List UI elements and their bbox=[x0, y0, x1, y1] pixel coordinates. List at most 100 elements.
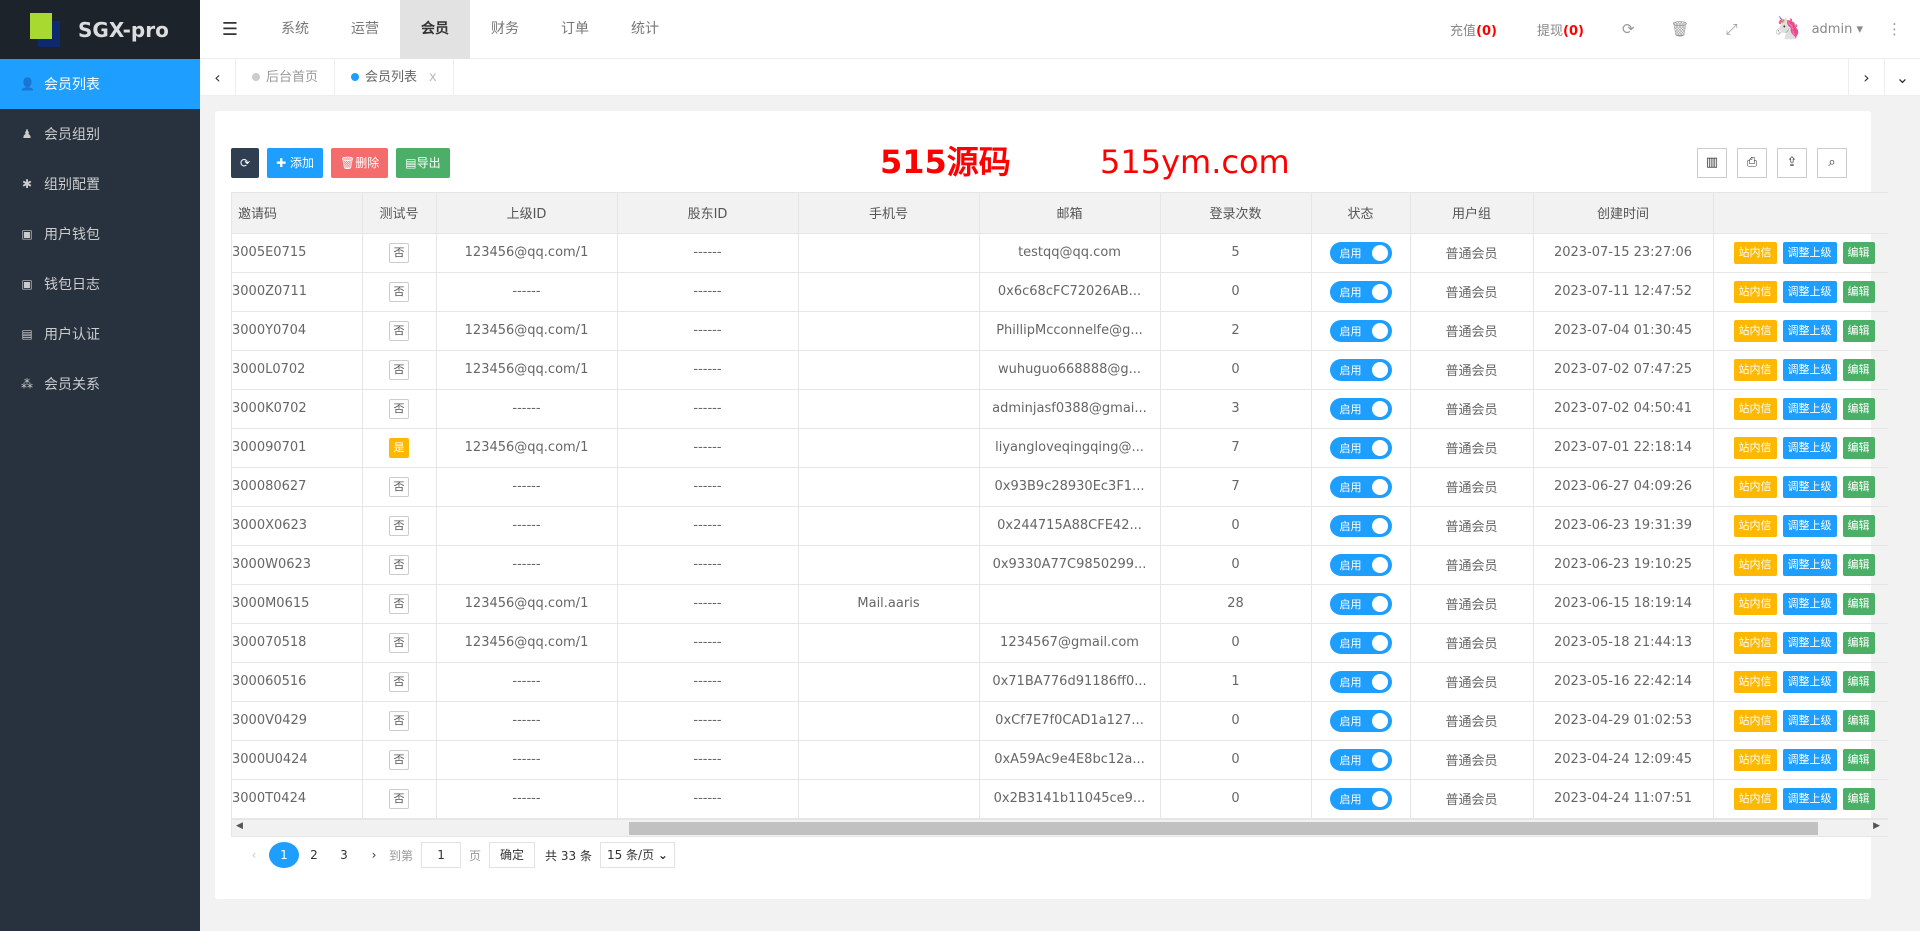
status-toggle[interactable]: 启用 bbox=[1329, 358, 1392, 381]
action-button-2[interactable]: 编辑 bbox=[1842, 319, 1875, 342]
page-number[interactable]: 2 bbox=[310, 848, 318, 862]
action-button-2[interactable]: 编辑 bbox=[1842, 358, 1875, 381]
action-button-0[interactable]: 站内信 bbox=[1733, 358, 1777, 381]
action-button-2[interactable]: 编辑 bbox=[1842, 514, 1875, 537]
top-menu-item[interactable]: 运营 bbox=[351, 20, 379, 37]
action-button-2[interactable]: 编辑 bbox=[1842, 787, 1875, 810]
action-button-2[interactable]: 编辑 bbox=[1842, 436, 1875, 459]
action-button-0[interactable]: 站内信 bbox=[1733, 436, 1777, 459]
page-number[interactable]: 1 bbox=[269, 842, 299, 868]
action-button-1[interactable]: 调整上级 bbox=[1782, 670, 1837, 693]
sidebar-item[interactable]: ▤ 用户认证 bbox=[0, 309, 200, 359]
sidebar-item[interactable]: 👤 会员列表 bbox=[0, 59, 200, 109]
status-toggle[interactable]: 启用 bbox=[1329, 592, 1392, 615]
tab-home[interactable]: 后台首页 bbox=[236, 59, 336, 95]
add-button[interactable]: ✚ 添加 bbox=[267, 148, 323, 178]
action-button-1[interactable]: 调整上级 bbox=[1782, 280, 1837, 303]
sidebar-item[interactable]: ✱ 组别配置 bbox=[0, 159, 200, 209]
action-button-2[interactable]: 编辑 bbox=[1842, 397, 1875, 420]
tab-member-list[interactable]: 会员列表 x bbox=[335, 59, 454, 95]
delete-button[interactable]: 🗑删除 bbox=[330, 148, 389, 178]
action-button-0[interactable]: 站内信 bbox=[1733, 553, 1777, 576]
next-page-icon[interactable]: › bbox=[371, 848, 377, 862]
export-icon[interactable]: ⇪ bbox=[1777, 148, 1807, 178]
withdraw-link[interactable]: 提现(0) bbox=[1517, 20, 1604, 39]
top-menu-item[interactable]: 统计 bbox=[631, 20, 659, 37]
action-button-1[interactable]: 调整上级 bbox=[1782, 787, 1837, 810]
page-size-select[interactable]: 15 条/页 ⌄ bbox=[599, 842, 675, 868]
sidebar-item[interactable]: ⁂ 会员关系 bbox=[0, 359, 200, 409]
avatar[interactable]: 🦄 bbox=[1773, 16, 1801, 42]
tabs-dropdown-icon[interactable]: ⌄ bbox=[1884, 59, 1920, 95]
action-button-0[interactable]: 站内信 bbox=[1733, 241, 1777, 264]
prev-page-icon[interactable]: ‹ bbox=[251, 848, 257, 862]
status-toggle[interactable]: 启用 bbox=[1329, 397, 1392, 420]
action-button-2[interactable]: 编辑 bbox=[1842, 592, 1875, 615]
action-button-1[interactable]: 调整上级 bbox=[1782, 397, 1837, 420]
sidebar-item[interactable]: ▣ 用户钱包 bbox=[0, 209, 200, 259]
trash-icon[interactable]: 🗑 bbox=[1670, 20, 1690, 38]
scrollbar-thumb[interactable] bbox=[629, 821, 1818, 835]
action-button-1[interactable]: 调整上级 bbox=[1782, 709, 1837, 732]
user-menu[interactable]: admin ▾ bbox=[1806, 22, 1869, 37]
action-button-0[interactable]: 站内信 bbox=[1733, 319, 1777, 342]
sidebar-item[interactable]: ▣ 钱包日志 bbox=[0, 259, 200, 309]
action-button-1[interactable]: 调整上级 bbox=[1782, 319, 1837, 342]
action-button-0[interactable]: 站内信 bbox=[1733, 670, 1777, 693]
status-toggle[interactable]: 启用 bbox=[1329, 787, 1392, 810]
status-toggle[interactable]: 启用 bbox=[1329, 475, 1392, 498]
recharge-link[interactable]: 充值(0) bbox=[1430, 20, 1517, 39]
goto-confirm-button[interactable]: 确定 bbox=[489, 842, 536, 868]
action-button-1[interactable]: 调整上级 bbox=[1782, 241, 1837, 264]
top-menu-item[interactable]: 会员 bbox=[400, 0, 470, 59]
action-button-1[interactable]: 调整上级 bbox=[1782, 358, 1837, 381]
action-button-0[interactable]: 站内信 bbox=[1733, 631, 1777, 654]
action-button-2[interactable]: 编辑 bbox=[1842, 748, 1875, 771]
action-button-1[interactable]: 调整上级 bbox=[1782, 553, 1837, 576]
action-button-2[interactable]: 编辑 bbox=[1842, 280, 1875, 303]
action-button-1[interactable]: 调整上级 bbox=[1782, 514, 1837, 537]
action-button-2[interactable]: 编辑 bbox=[1842, 241, 1875, 264]
status-toggle[interactable]: 启用 bbox=[1329, 436, 1392, 459]
horizontal-scrollbar[interactable]: ◀ ▶ bbox=[232, 818, 1888, 836]
scroll-left-icon[interactable]: ◀ bbox=[236, 820, 243, 831]
top-menu-item[interactable]: 订单 bbox=[561, 20, 589, 37]
refresh-button[interactable]: ⟳ bbox=[231, 148, 260, 178]
status-toggle[interactable]: 启用 bbox=[1329, 748, 1392, 771]
fullscreen-icon[interactable]: ⤢ bbox=[1725, 20, 1738, 38]
action-button-2[interactable]: 编辑 bbox=[1842, 553, 1875, 576]
action-button-0[interactable]: 站内信 bbox=[1733, 397, 1777, 420]
action-button-1[interactable]: 调整上级 bbox=[1782, 592, 1837, 615]
status-toggle[interactable]: 启用 bbox=[1329, 553, 1392, 576]
more-vertical-icon[interactable]: ⋮ bbox=[1887, 20, 1902, 38]
status-toggle[interactable]: 启用 bbox=[1329, 319, 1392, 342]
action-button-0[interactable]: 站内信 bbox=[1733, 787, 1777, 810]
status-toggle[interactable]: 启用 bbox=[1329, 280, 1392, 303]
action-button-2[interactable]: 编辑 bbox=[1842, 475, 1875, 498]
refresh-icon[interactable]: ⟳ bbox=[1621, 20, 1635, 38]
page-number[interactable]: 3 bbox=[340, 848, 348, 862]
sidebar-item[interactable]: ♟ 会员组别 bbox=[0, 109, 200, 159]
action-button-0[interactable]: 站内信 bbox=[1733, 280, 1777, 303]
top-menu-item[interactable]: 财务 bbox=[491, 20, 519, 37]
action-button-0[interactable]: 站内信 bbox=[1733, 514, 1777, 537]
status-toggle[interactable]: 启用 bbox=[1329, 709, 1392, 732]
top-menu-item[interactable]: 系统 bbox=[281, 20, 309, 37]
status-toggle[interactable]: 启用 bbox=[1329, 670, 1392, 693]
scroll-right-icon[interactable]: ▶ bbox=[1873, 820, 1880, 831]
search-icon[interactable]: ⌕ bbox=[1817, 148, 1847, 178]
goto-page-input[interactable]: 1 bbox=[421, 842, 462, 868]
status-toggle[interactable]: 启用 bbox=[1329, 241, 1392, 264]
export-button[interactable]: ▤导出 bbox=[396, 148, 450, 178]
tabs-scroll-left-icon[interactable]: ‹ bbox=[200, 59, 236, 95]
status-toggle[interactable]: 启用 bbox=[1329, 631, 1392, 654]
menu-toggle-icon[interactable]: ☰ bbox=[221, 18, 239, 40]
columns-icon[interactable]: ▥ bbox=[1697, 148, 1727, 178]
logo[interactable]: SGX-pro bbox=[0, 0, 200, 59]
action-button-2[interactable]: 编辑 bbox=[1842, 709, 1875, 732]
status-toggle[interactable]: 启用 bbox=[1329, 514, 1392, 537]
action-button-1[interactable]: 调整上级 bbox=[1782, 748, 1837, 771]
action-button-0[interactable]: 站内信 bbox=[1733, 748, 1777, 771]
tab-close-icon[interactable]: x bbox=[429, 69, 437, 85]
action-button-2[interactable]: 编辑 bbox=[1842, 670, 1875, 693]
